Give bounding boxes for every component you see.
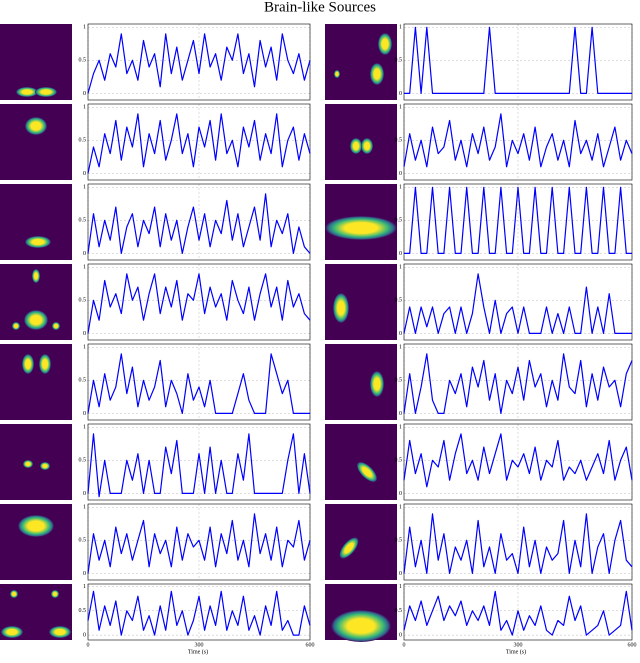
y-tick-label: 0 bbox=[83, 171, 86, 177]
plot-frame bbox=[403, 423, 633, 501]
y-tick-label: 1 bbox=[83, 425, 86, 431]
y-tick-label: 0 bbox=[83, 571, 86, 577]
y-tick-label: 0.5 bbox=[79, 58, 87, 64]
signal-line bbox=[403, 273, 632, 334]
y-tick-label: 1 bbox=[399, 345, 402, 351]
chart-title: Brain-like Sources bbox=[264, 0, 376, 15]
x-axis-label: Time (s) bbox=[506, 648, 526, 655]
y-tick-label: 0 bbox=[83, 491, 86, 497]
y-tick-label: 0 bbox=[399, 91, 402, 97]
y-tick-label: 0 bbox=[399, 571, 402, 577]
y-tick-label: 1 bbox=[399, 584, 402, 590]
y-tick-label: 1 bbox=[399, 105, 402, 111]
signal-line bbox=[404, 26, 632, 94]
y-tick-label: 0 bbox=[83, 91, 86, 97]
x-tick-label: 300 bbox=[514, 642, 523, 648]
y-tick-label: 0.5 bbox=[79, 218, 87, 224]
plot-frame bbox=[87, 183, 311, 261]
x-tick-label: 0 bbox=[403, 642, 406, 648]
y-tick-label: 1 bbox=[399, 425, 402, 431]
y-tick-label: 1 bbox=[83, 105, 86, 111]
y-tick-label: 0.5 bbox=[79, 458, 87, 464]
y-tick-label: 0 bbox=[399, 251, 402, 257]
plot-frame bbox=[87, 583, 311, 641]
y-tick-label: 0.5 bbox=[395, 458, 403, 464]
y-tick-label: 1 bbox=[399, 505, 402, 511]
signal-line bbox=[87, 513, 311, 574]
signal-line bbox=[403, 113, 633, 168]
y-tick-label: 0 bbox=[399, 331, 402, 337]
source-maps bbox=[0, 24, 397, 642]
plot-frame bbox=[403, 583, 633, 641]
signal-line bbox=[404, 186, 632, 254]
y-tick-label: 0.5 bbox=[79, 378, 87, 384]
signal-line bbox=[87, 113, 311, 174]
y-tick-label: 0 bbox=[83, 251, 86, 257]
y-tick-label: 0.5 bbox=[395, 608, 403, 614]
signal-line bbox=[403, 513, 633, 574]
signal-line bbox=[87, 193, 311, 254]
plot-frame bbox=[403, 23, 633, 101]
y-tick-label: 1 bbox=[83, 505, 86, 511]
y-tick-label: 0 bbox=[399, 411, 402, 417]
y-tick-label: 0.5 bbox=[79, 608, 87, 614]
y-tick-label: 1 bbox=[83, 25, 86, 31]
y-tick-label: 1 bbox=[399, 25, 402, 31]
plot-frame bbox=[87, 263, 311, 341]
signal-line bbox=[403, 590, 633, 636]
x-axis-label: Time (s) bbox=[188, 648, 208, 655]
y-tick-label: 1 bbox=[83, 185, 86, 191]
y-tick-label: 0 bbox=[83, 633, 86, 639]
y-tick-label: 0.5 bbox=[395, 298, 403, 304]
x-tick-label: 600 bbox=[306, 642, 315, 648]
plot-frame bbox=[403, 503, 633, 581]
y-tick-label: 1 bbox=[83, 345, 86, 351]
y-tick-label: 0 bbox=[399, 491, 402, 497]
y-tick-label: 1 bbox=[399, 265, 402, 271]
y-tick-label: 0 bbox=[83, 331, 86, 337]
signal-line bbox=[87, 353, 310, 414]
y-tick-label: 1 bbox=[399, 185, 402, 191]
y-tick-label: 0.5 bbox=[395, 378, 403, 384]
signal-line bbox=[403, 353, 633, 414]
y-tick-label: 0.5 bbox=[395, 58, 403, 64]
plot-frame bbox=[87, 103, 311, 181]
x-tick-label: 300 bbox=[195, 642, 204, 648]
y-tick-label: 0 bbox=[399, 633, 402, 639]
y-tick-label: 0.5 bbox=[79, 298, 87, 304]
plot-frame bbox=[87, 343, 311, 421]
x-tick-label: 0 bbox=[87, 642, 90, 648]
signal-line bbox=[87, 433, 311, 498]
y-tick-label: 1 bbox=[83, 265, 86, 271]
signal-line bbox=[87, 590, 311, 636]
plot-frame bbox=[403, 183, 633, 261]
y-tick-label: 0.5 bbox=[79, 138, 87, 144]
y-tick-label: 0.5 bbox=[79, 538, 87, 544]
plot-frame bbox=[403, 263, 633, 341]
signal-line bbox=[87, 273, 311, 334]
y-tick-label: 0.5 bbox=[395, 218, 403, 224]
y-tick-label: 0 bbox=[399, 171, 402, 177]
y-tick-label: 0 bbox=[83, 411, 86, 417]
plot-frame bbox=[403, 343, 633, 421]
y-tick-label: 1 bbox=[83, 584, 86, 590]
signal-line bbox=[403, 433, 633, 488]
y-tick-label: 0.5 bbox=[395, 138, 403, 144]
y-tick-label: 0.5 bbox=[395, 538, 403, 544]
signal-line bbox=[87, 33, 311, 94]
x-tick-label: 600 bbox=[628, 642, 637, 648]
plot-frame bbox=[87, 423, 311, 501]
plot-frame bbox=[403, 103, 633, 181]
